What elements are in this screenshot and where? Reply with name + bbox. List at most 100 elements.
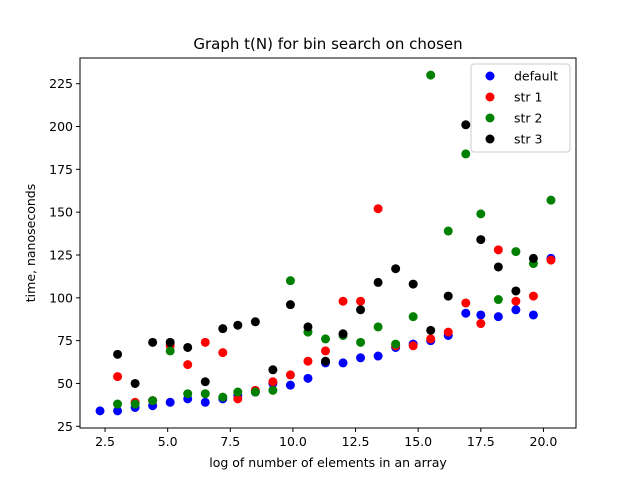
data-point xyxy=(285,276,295,286)
data-point xyxy=(200,389,210,399)
data-point xyxy=(183,389,193,399)
data-point xyxy=(130,378,140,388)
chart-title: Graph t(N) for bin search on chosen xyxy=(193,35,462,53)
data-point xyxy=(493,295,503,305)
data-point xyxy=(250,317,260,327)
data-point xyxy=(476,319,486,329)
data-point xyxy=(373,322,383,332)
data-point xyxy=(233,320,243,330)
data-point xyxy=(461,308,471,318)
y-tick-label: 175 xyxy=(49,162,73,177)
legend-label: str 3 xyxy=(514,132,542,147)
data-point xyxy=(511,296,521,306)
data-point xyxy=(268,377,278,387)
data-point xyxy=(268,365,278,375)
data-point xyxy=(250,387,260,397)
data-point xyxy=(511,305,521,315)
data-point xyxy=(546,255,556,265)
data-point xyxy=(461,149,471,159)
y-axis-label: time, nanoseconds xyxy=(23,184,38,302)
data-point xyxy=(338,329,348,339)
plot-frame xyxy=(79,57,577,429)
data-point xyxy=(95,406,105,416)
data-point xyxy=(373,277,383,287)
data-point xyxy=(113,399,123,409)
data-point xyxy=(320,334,330,344)
data-point xyxy=(356,305,366,315)
data-point xyxy=(408,279,418,289)
y-tick-label: 200 xyxy=(49,119,73,134)
y-tick-label: 50 xyxy=(57,376,73,391)
data-point xyxy=(285,300,295,310)
data-point xyxy=(200,337,210,347)
data-point xyxy=(303,356,313,366)
x-tick-label: 7.5 xyxy=(220,434,240,449)
y-tick-label: 125 xyxy=(49,247,73,262)
data-point xyxy=(356,296,366,306)
data-point xyxy=(528,310,538,320)
y-axis: 25 50 75 100 125 150 175 200 225 xyxy=(49,76,80,434)
data-point xyxy=(285,370,295,380)
data-point xyxy=(148,396,158,406)
data-point xyxy=(476,310,486,320)
x-axis: 2.5 5.0 7.5 10.0 12.5 15.0 17.5 20.0 xyxy=(95,428,557,449)
data-point xyxy=(233,394,243,404)
data-point xyxy=(493,312,503,322)
data-point xyxy=(528,253,538,263)
data-point xyxy=(303,373,313,383)
data-point xyxy=(218,324,228,334)
data-point xyxy=(148,337,158,347)
data-point xyxy=(461,298,471,308)
data-point xyxy=(426,70,436,80)
legend-marker xyxy=(485,71,495,81)
data-point xyxy=(356,353,366,363)
data-point xyxy=(218,348,228,358)
data-point xyxy=(546,195,556,205)
data-point xyxy=(268,385,278,395)
legend-marker xyxy=(485,92,495,102)
legend-label: str 1 xyxy=(514,90,542,105)
x-tick-label: 12.5 xyxy=(342,434,370,449)
data-point xyxy=(408,341,418,351)
y-tick-label: 225 xyxy=(49,76,73,91)
data-point xyxy=(391,339,401,349)
data-point xyxy=(493,262,503,272)
data-point xyxy=(113,349,123,359)
x-tick-label: 5.0 xyxy=(158,434,178,449)
data-point xyxy=(200,377,210,387)
data-point xyxy=(373,204,383,214)
y-tick-label: 25 xyxy=(57,419,73,434)
data-point xyxy=(443,226,453,236)
data-point xyxy=(165,397,175,407)
data-point xyxy=(528,291,538,301)
data-point xyxy=(443,327,453,337)
data-point xyxy=(476,209,486,219)
data-point xyxy=(320,346,330,356)
x-tick-label: 10.0 xyxy=(279,434,307,449)
data-point xyxy=(373,351,383,361)
data-point xyxy=(183,360,193,370)
data-point xyxy=(200,397,210,407)
data-point xyxy=(113,406,123,416)
data-point xyxy=(113,372,123,382)
legend: default str 1 str 2 str 3 xyxy=(470,63,571,153)
data-point xyxy=(165,346,175,356)
data-point xyxy=(443,291,453,301)
data-point xyxy=(320,356,330,366)
data-point xyxy=(511,286,521,296)
data-point xyxy=(338,296,348,306)
data-point xyxy=(461,120,471,130)
y-tick-label: 150 xyxy=(49,205,73,220)
data-point xyxy=(493,245,503,255)
data-point xyxy=(183,342,193,352)
x-tick-label: 2.5 xyxy=(95,434,115,449)
plot-points xyxy=(95,70,556,416)
legend-marker xyxy=(485,113,495,123)
data-point xyxy=(130,399,140,409)
x-tick-label: 17.5 xyxy=(467,434,495,449)
legend-box xyxy=(470,63,571,153)
legend-marker xyxy=(485,134,495,144)
data-point xyxy=(426,334,436,344)
data-point xyxy=(476,235,486,245)
data-point xyxy=(165,337,175,347)
